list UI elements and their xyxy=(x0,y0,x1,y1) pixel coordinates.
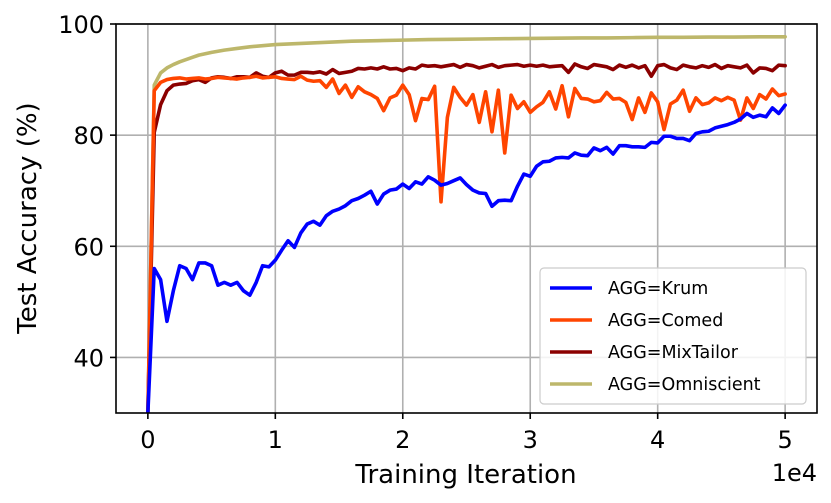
y-tick-label: 40 xyxy=(73,344,104,372)
legend-label: AGG=Comed xyxy=(608,311,723,331)
y-tick-label: 80 xyxy=(73,122,104,150)
series-line-agg-omniscient xyxy=(146,34,787,413)
series-line-agg-krum xyxy=(146,103,787,413)
ticks: 0 1 2 3 4 5 40 60 80 100 xyxy=(58,11,793,454)
x-axis-scale-label: 1e4 xyxy=(772,459,817,487)
legend-label: AGG=Omniscient xyxy=(608,375,761,395)
x-tick-label: 3 xyxy=(523,426,538,454)
x-axis-label: Training Iteration xyxy=(354,460,576,490)
legend: AGG=Krum AGG=Comed AGG=MixTailor AGG=Omnisc… xyxy=(539,267,807,405)
x-tick-label: 5 xyxy=(777,426,792,454)
x-tick-label: 1 xyxy=(268,426,283,454)
x-tick-label: 0 xyxy=(140,426,155,454)
plot-frame xyxy=(115,23,818,414)
legend-label: AGG=MixTailor xyxy=(608,343,739,363)
series-lines xyxy=(146,34,787,413)
series-line-agg-mixtailor xyxy=(146,62,787,413)
legend-label: AGG=Krum xyxy=(608,279,708,299)
y-axis-label: Test Accuracy (%) xyxy=(13,102,43,334)
series-line-agg-comed xyxy=(146,74,787,413)
y-tick-label: 100 xyxy=(58,11,104,39)
x-tick-label: 4 xyxy=(650,426,665,454)
legend-box xyxy=(539,267,807,405)
y-tick-label: 60 xyxy=(73,233,104,261)
x-tick-label: 2 xyxy=(395,426,410,454)
